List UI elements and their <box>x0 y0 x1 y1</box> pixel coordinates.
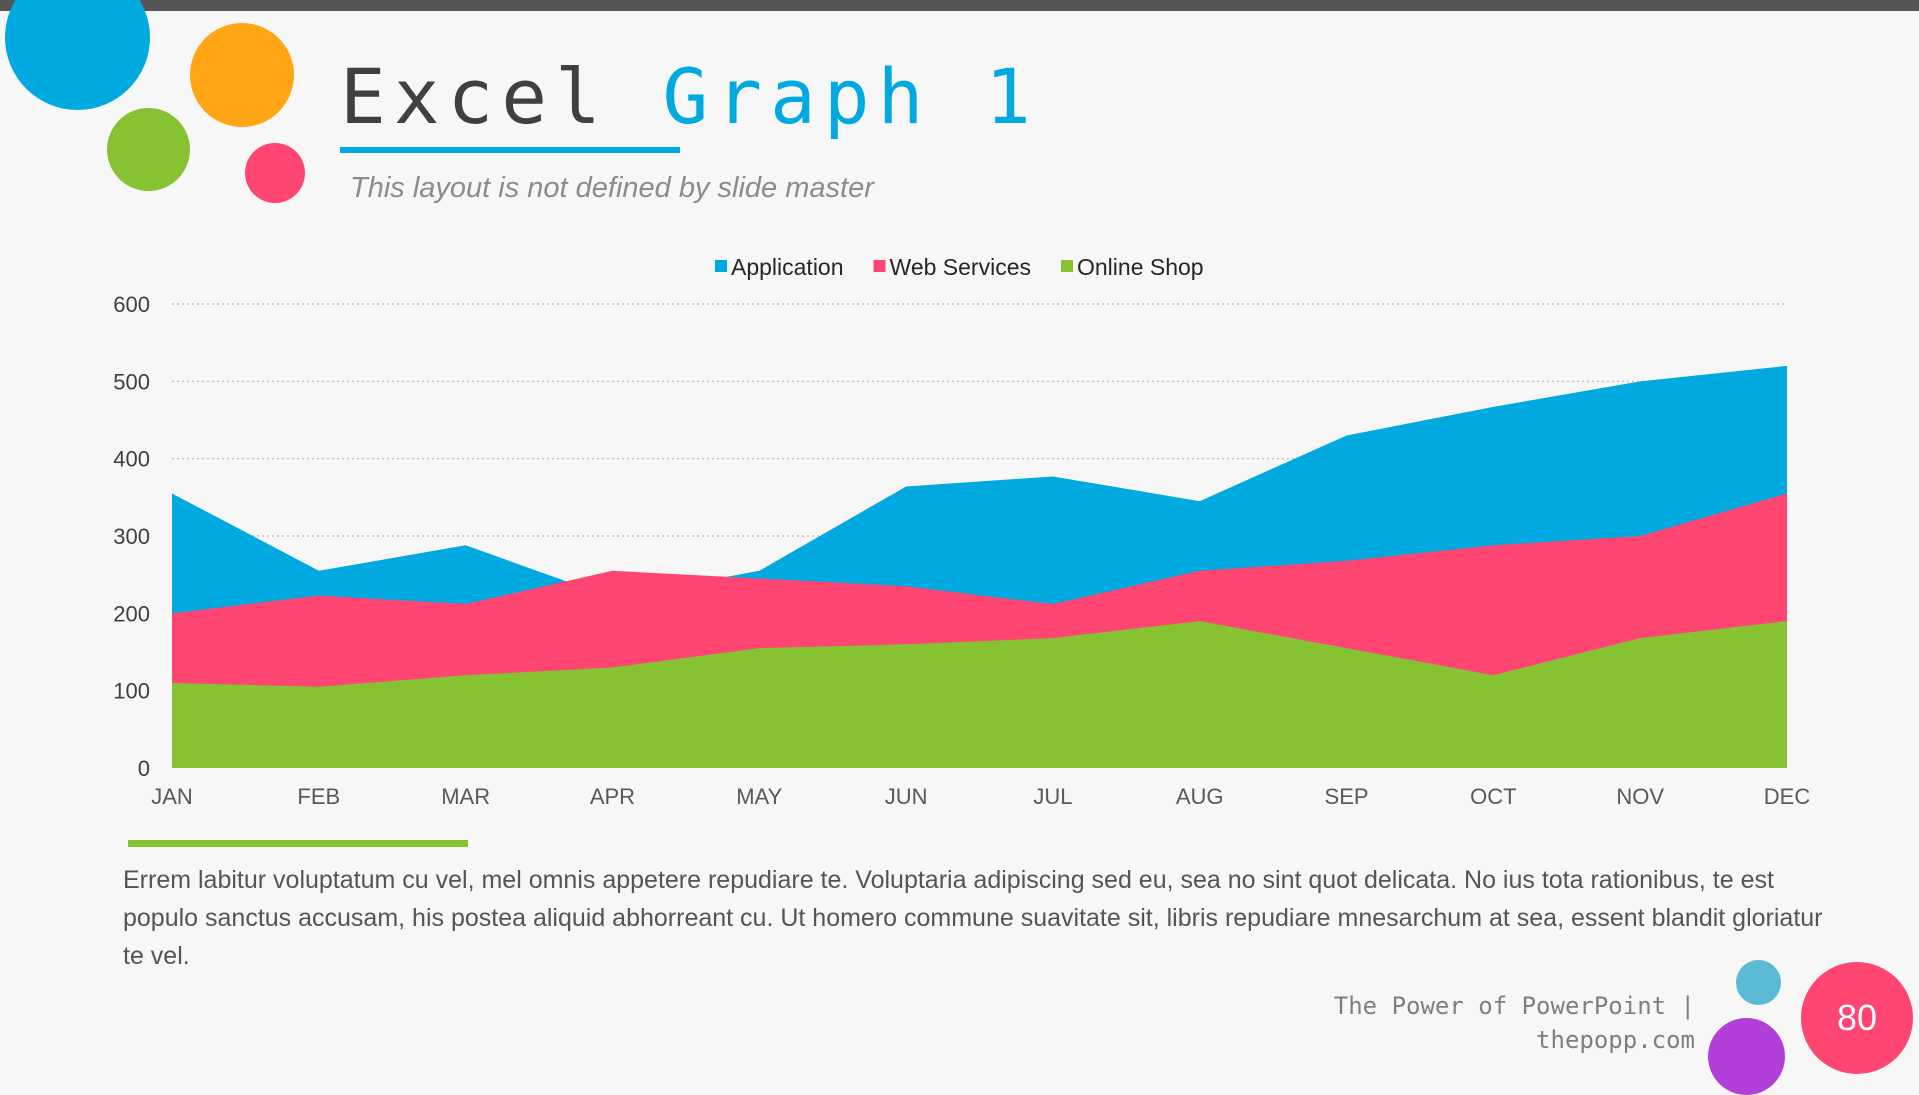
body-paragraph: Errem labitur voluptatum cu vel, mel omn… <box>123 866 1823 970</box>
area-chart: 0 100 200 300 400 500 600 JAN FEB MAR APR MAY JUN JU… <box>113 254 1810 809</box>
footer-website: thepopp.com <box>1536 1026 1695 1054</box>
x-tick-label: JAN <box>151 784 193 809</box>
x-tick-label: FEB <box>297 784 340 809</box>
chart-areas <box>172 365 1787 768</box>
y-tick-label: 500 <box>113 369 150 394</box>
y-tick-label: 300 <box>113 524 150 549</box>
decor-circle-orange <box>190 23 294 127</box>
x-tick-label: DEC <box>1764 784 1811 809</box>
x-tick-label: JUL <box>1033 784 1072 809</box>
x-tick-label: OCT <box>1470 784 1516 809</box>
legend-swatch <box>1061 260 1073 272</box>
legend-swatch <box>873 260 886 272</box>
x-tick-label: APR <box>590 784 635 809</box>
y-tick-label: 400 <box>113 447 150 472</box>
decor-circle-pink <box>245 143 305 203</box>
decor-circle-green <box>107 108 190 191</box>
slide-subtitle: This layout is not defined by slide mast… <box>350 172 874 204</box>
x-tick-label: SEP <box>1325 784 1369 809</box>
title-word-1: Excel <box>340 52 609 141</box>
y-tick-label: 0 <box>138 756 150 781</box>
page-number: 80 <box>1801 962 1913 1074</box>
x-tick-label: NOV <box>1616 784 1664 809</box>
chart-legend: Application Web Services Online Shop <box>715 254 1204 280</box>
y-tick-label: 600 <box>113 292 150 317</box>
legend-label: Online Shop <box>1077 254 1204 280</box>
y-axis-ticks: 0 100 200 300 400 500 600 <box>113 292 150 781</box>
body-underline <box>128 840 468 847</box>
legend-label: Application <box>731 254 844 280</box>
x-tick-label: MAY <box>736 784 782 809</box>
title-underline <box>340 147 680 153</box>
legend-label: Web Services <box>890 254 1031 280</box>
decor-circle-purple <box>1708 1018 1785 1095</box>
area-online-shop <box>172 621 1787 768</box>
y-tick-label: 200 <box>113 601 150 626</box>
x-tick-label: JUN <box>885 784 928 809</box>
slide-title: Excel Graph 1 <box>340 52 1039 141</box>
footer-tagline: The Power of PowerPoint | <box>1333 992 1695 1020</box>
top-bar <box>0 0 1919 11</box>
y-tick-label: 100 <box>113 679 150 704</box>
decor-circle-teal <box>1736 960 1781 1005</box>
x-tick-label: MAR <box>441 784 490 809</box>
title-word-2: Graph 1 <box>662 52 1039 141</box>
footer: The Power of PowerPoint | thepopp.com <box>1334 989 1695 1057</box>
x-axis-ticks: JAN FEB MAR APR MAY JUN JUL AUG SEP OCT NOV DEC <box>151 784 1810 809</box>
legend-swatch <box>715 260 727 272</box>
x-tick-label: AUG <box>1176 784 1224 809</box>
